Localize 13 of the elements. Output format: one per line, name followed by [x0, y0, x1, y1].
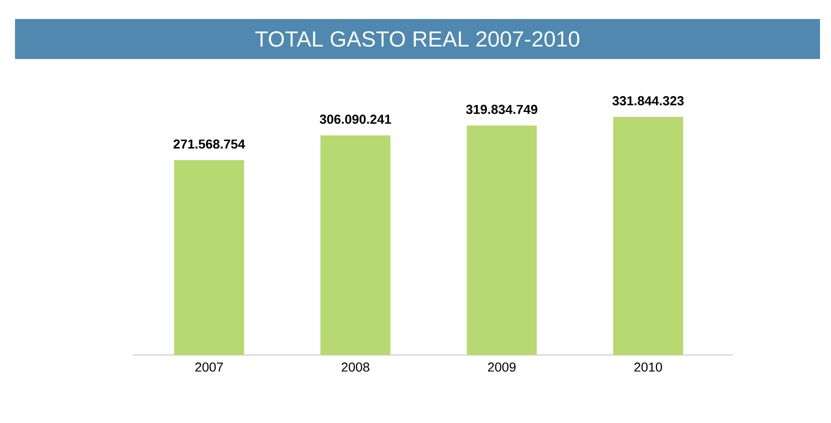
x-tick-label: 2008 [342, 362, 370, 372]
x-tick-label: 2009 [488, 362, 516, 372]
x-tick-label: 2010 [634, 362, 662, 372]
bar [174, 160, 244, 355]
data-label: 306.090.241 [320, 114, 392, 124]
bar [320, 135, 390, 355]
data-label: 331.844.323 [612, 96, 684, 106]
data-label: 271.568.754 [174, 139, 246, 149]
x-tick-label: 2007 [195, 362, 223, 372]
bar [613, 116, 684, 355]
data-label: 319.834.749 [466, 104, 538, 114]
chart-title: TOTAL GASTO REAL 2007-2010 [255, 31, 580, 47]
bar [466, 126, 537, 355]
